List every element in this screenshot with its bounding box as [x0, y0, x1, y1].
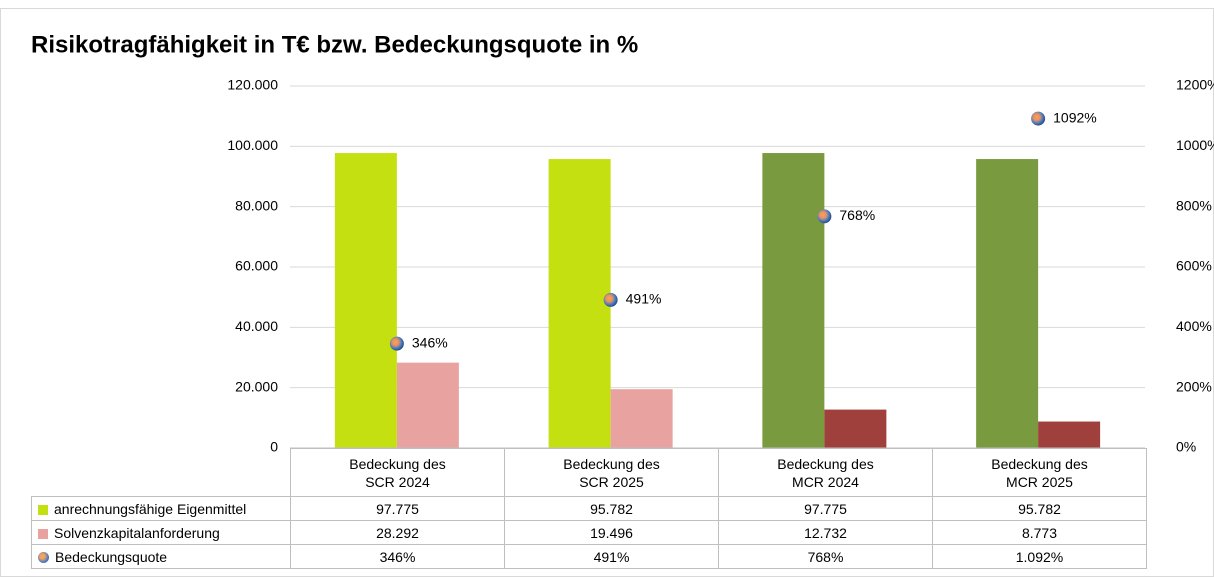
y2-tick-label: 1200% — [1176, 77, 1214, 93]
table-value: 97.775 — [718, 496, 933, 521]
table-value: 768% — [718, 544, 933, 569]
category-cell: Bedeckung des MCR 2024 — [718, 448, 933, 497]
legend-key — [38, 528, 48, 539]
legend-cell: Solvenzkapitalanforderung — [31, 520, 291, 545]
bar — [1038, 421, 1101, 448]
marker — [603, 292, 618, 307]
y-tick-label: 0 — [270, 439, 278, 455]
table-row: anrechnungsfähige Eigenmittel 97.775 95.78… — [31, 496, 1147, 521]
x-tick-label: Bedeckung des MCR 2024 — [777, 455, 874, 490]
y2-tick-label: 400% — [1176, 318, 1212, 334]
table-value: 95.782 — [504, 496, 719, 521]
table-value: 491% — [504, 544, 719, 569]
bar — [548, 159, 611, 449]
table-value: 95.782 — [932, 496, 1147, 521]
bar — [762, 153, 825, 448]
data-label: 1092% — [1053, 109, 1097, 125]
table-value: 346% — [290, 544, 505, 569]
data-label: 491% — [626, 291, 662, 307]
y2-tick-label: 800% — [1176, 197, 1212, 213]
table-corner — [32, 449, 291, 497]
bar — [976, 159, 1039, 449]
y-tick-label: 20.000 — [235, 378, 278, 394]
bar — [610, 389, 673, 448]
legend-cell: anrechnungsfähige Eigenmittel — [31, 496, 291, 521]
x-tick-label: Bedeckung des MCR 2025 — [991, 455, 1088, 490]
table-row: Bedeckungsquote 346% 491% 768% 1.092% — [31, 544, 1147, 569]
y2-tick-label: 1000% — [1176, 137, 1214, 153]
bar — [824, 409, 887, 448]
category-cell: Bedeckung des MCR 2025 — [932, 448, 1147, 497]
legend-key — [38, 504, 48, 515]
data-label: 346% — [412, 334, 448, 350]
marker — [1031, 111, 1046, 126]
table-value: 19.496 — [504, 520, 719, 545]
table-row: Solvenzkapitalanforderung 28.292 19.496 12.… — [31, 520, 1147, 545]
table-value: 97.775 — [290, 496, 505, 521]
table-value: 8.773 — [932, 520, 1147, 545]
legend-label: Solvenzkapitalanforderung — [54, 524, 220, 541]
category-cell: Bedeckung des SCR 2024 — [290, 448, 505, 497]
x-tick-label: Bedeckung des SCR 2024 — [349, 455, 446, 490]
y-tick-label: 40.000 — [235, 318, 278, 334]
y-tick-label: 60.000 — [235, 258, 278, 274]
legend-cell: Bedeckungsquote — [31, 544, 291, 569]
table-value: 28.292 — [290, 520, 505, 545]
marker — [389, 336, 404, 351]
y-tick-label: 100.000 — [227, 137, 278, 153]
legend-key — [38, 551, 49, 563]
table-value: 12.732 — [718, 520, 933, 545]
table-header-row: Bedeckung des SCR 2024 Bedeckung des SCR … — [32, 448, 1147, 497]
category-cell: Bedeckung des SCR 2025 — [504, 448, 719, 497]
legend-label: anrechnungsfähige Eigenmittel — [54, 500, 247, 517]
data-table: Bedeckung des SCR 2024 Bedeckung des SCR … — [31, 448, 1147, 569]
y2-tick-label: 0% — [1176, 439, 1196, 455]
bar — [334, 153, 397, 448]
table-value: 1.092% — [932, 544, 1147, 569]
y2-tick-label: 600% — [1176, 258, 1212, 274]
chart-title: Risikotragfähigkeit in T€ bzw. Bedeckung… — [31, 31, 638, 58]
y-tick-label: 120.000 — [227, 77, 278, 93]
marker — [817, 209, 832, 224]
legend-label: Bedeckungsquote — [55, 548, 168, 565]
data-label: 768% — [839, 207, 875, 223]
y-tick-label: 80.000 — [235, 197, 278, 213]
x-tick-label: Bedeckung des SCR 2025 — [563, 455, 660, 490]
bar — [396, 362, 459, 448]
y2-tick-label: 200% — [1176, 378, 1212, 394]
